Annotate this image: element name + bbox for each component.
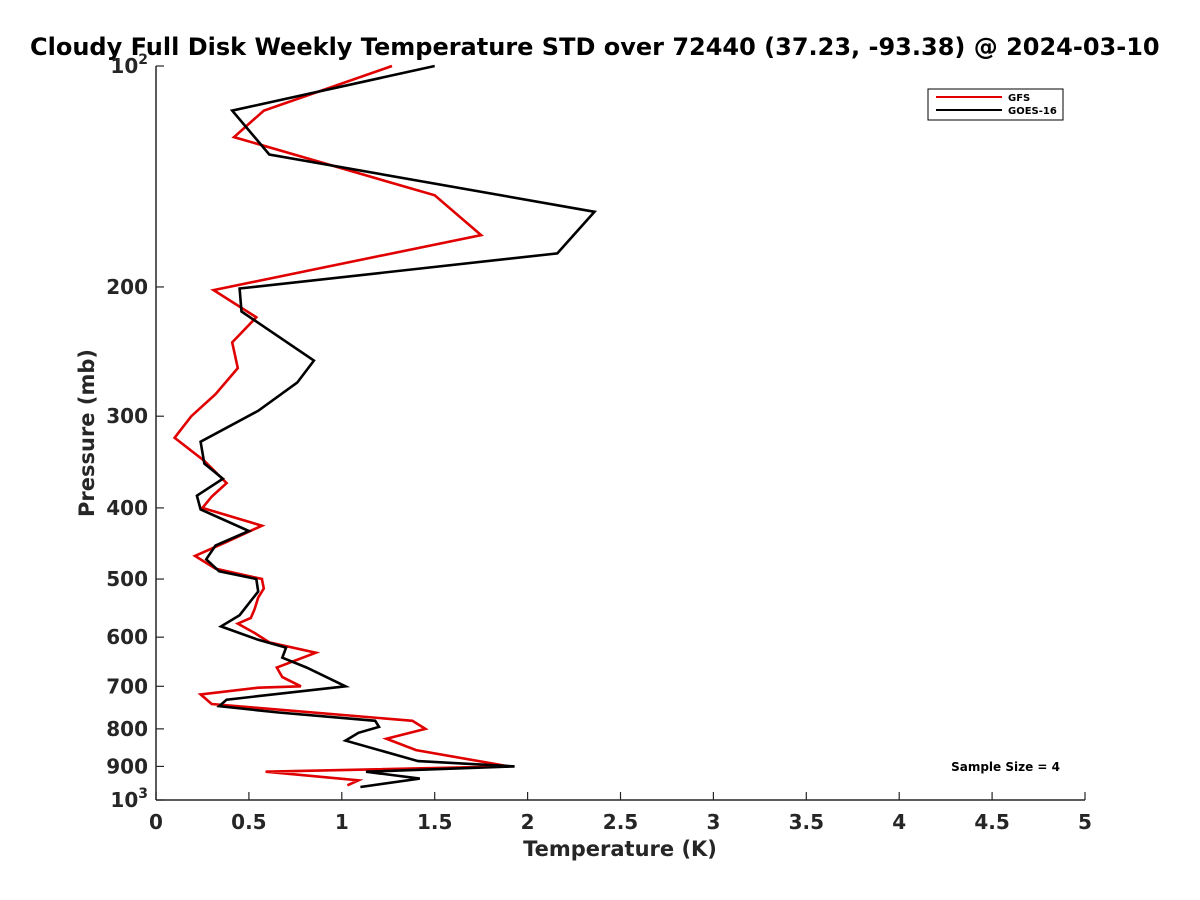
x-tick-label: 0 xyxy=(149,810,163,834)
x-tick-label: 2.5 xyxy=(603,810,638,834)
x-tick-label: 3.5 xyxy=(789,810,824,834)
sample-size-annotation: Sample Size = 4 xyxy=(951,760,1060,774)
x-tick-label: 5 xyxy=(1078,810,1092,834)
y-tick-label: 300 xyxy=(106,404,148,428)
plot-series-group xyxy=(172,64,598,789)
x-tick-label: 0.5 xyxy=(231,810,266,834)
series-line-goes-16 xyxy=(195,64,598,789)
legend: GFS GOES-16 xyxy=(927,88,1064,121)
legend-label-goes16: GOES-16 xyxy=(1008,106,1057,117)
legend-label-gfs: GFS xyxy=(1008,93,1030,104)
y-tick-label: 400 xyxy=(106,496,148,520)
y-axis-label: Pressure (mb) xyxy=(75,349,99,517)
y-tick-label: 200 xyxy=(106,275,148,299)
x-axis-ticks: 0 0.5 1 1.5 2 2.5 3 3.5 4 4.5 5 xyxy=(149,792,1092,834)
x-tick-label: 3 xyxy=(706,810,720,834)
x-tick-label: 1.5 xyxy=(417,810,452,834)
chart-title: Cloudy Full Disk Weekly Temperature STD … xyxy=(30,33,1160,61)
x-axis-label: Temperature (K) xyxy=(523,837,717,861)
y-tick-label: 103 xyxy=(110,786,148,812)
x-tick-label: 4.5 xyxy=(974,810,1009,834)
y-tick-label: 900 xyxy=(106,754,148,778)
y-tick-label: 500 xyxy=(106,567,148,591)
y-axis-ticks: 102 200 300 400 500 600 700 800 900 103 xyxy=(106,52,164,812)
x-tick-label: 2 xyxy=(521,810,535,834)
y-tick-label: 600 xyxy=(106,625,148,649)
x-tick-label: 1 xyxy=(335,810,349,834)
legend-box xyxy=(927,88,1064,121)
y-tick-label: 800 xyxy=(106,717,148,741)
y-tick-label: 102 xyxy=(110,52,148,78)
x-tick-label: 4 xyxy=(892,810,906,834)
series-line-gfs xyxy=(172,64,510,787)
y-tick-label: 700 xyxy=(106,674,148,698)
